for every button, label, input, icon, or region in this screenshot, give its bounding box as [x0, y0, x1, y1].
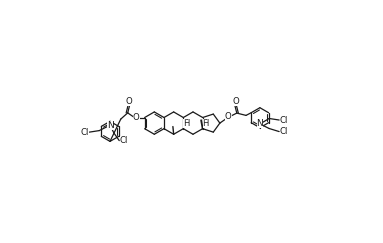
Text: Cl: Cl	[280, 127, 288, 136]
Text: Cl: Cl	[119, 136, 128, 145]
Text: H̄: H̄	[183, 119, 189, 128]
Text: O: O	[232, 97, 239, 106]
Text: Cl: Cl	[280, 115, 288, 124]
Text: N: N	[106, 121, 113, 130]
Text: Cl: Cl	[80, 128, 89, 137]
Text: O: O	[126, 97, 133, 106]
Text: O: O	[225, 113, 232, 122]
Text: N: N	[257, 119, 263, 128]
Text: H̄: H̄	[203, 119, 209, 128]
Text: O: O	[133, 113, 139, 122]
